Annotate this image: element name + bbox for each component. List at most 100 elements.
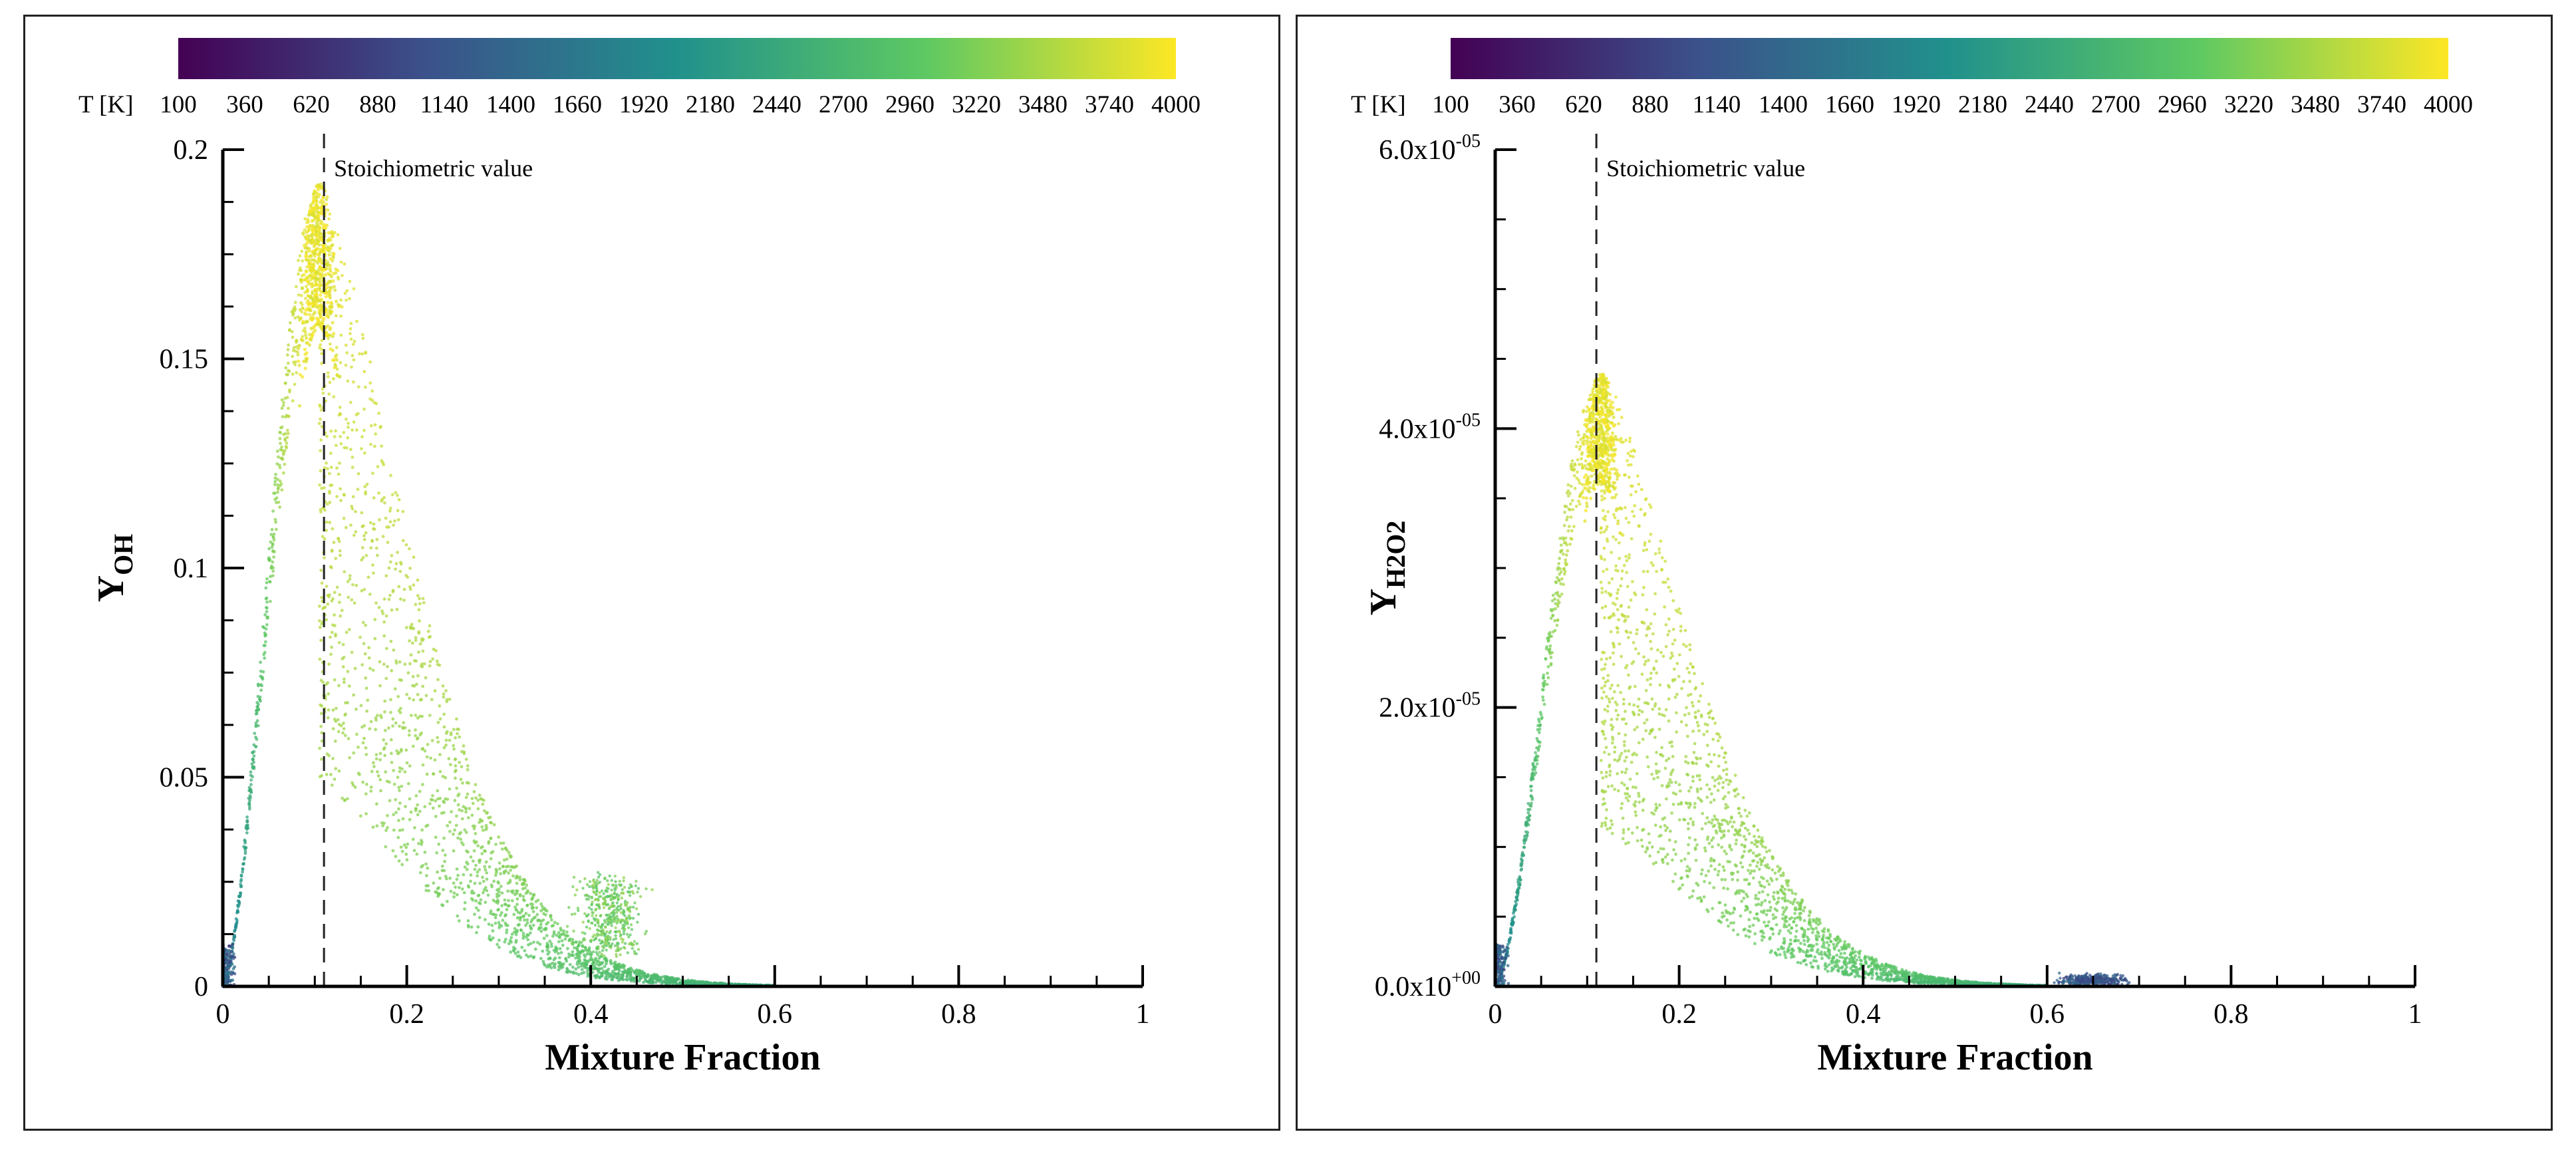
data-point <box>509 855 513 859</box>
data-point <box>305 312 309 317</box>
data-point <box>1647 539 1651 543</box>
data-point <box>352 693 355 697</box>
data-point <box>401 817 405 821</box>
data-point <box>1826 969 1830 973</box>
data-point <box>275 496 279 500</box>
data-point <box>1693 710 1697 714</box>
data-point <box>253 732 257 735</box>
data-point <box>459 837 462 841</box>
data-point <box>389 474 392 478</box>
data-point <box>269 540 273 544</box>
data-point <box>585 883 589 887</box>
data-point <box>281 415 285 418</box>
data-point <box>320 731 324 734</box>
data-point <box>515 929 519 933</box>
colorbar-tick-label: 1920 <box>619 91 668 118</box>
data-point <box>310 223 314 227</box>
data-point <box>1620 781 1624 785</box>
data-point <box>513 893 517 897</box>
data-point <box>452 744 456 748</box>
data-point <box>319 182 323 186</box>
data-point <box>434 890 437 894</box>
data-point <box>492 823 496 827</box>
data-point <box>292 361 295 364</box>
data-point <box>1644 688 1648 692</box>
data-point <box>613 944 617 948</box>
data-point <box>319 408 323 412</box>
data-point <box>1716 777 1720 781</box>
data-point <box>436 736 439 740</box>
data-point <box>1840 956 1844 959</box>
data-point <box>512 865 515 869</box>
data-point <box>600 929 603 933</box>
data-point <box>529 931 532 935</box>
data-point <box>408 639 411 643</box>
data-point <box>549 966 553 970</box>
data-point <box>466 768 470 772</box>
data-point <box>507 899 510 903</box>
data-point <box>615 884 618 887</box>
data-point <box>332 395 336 398</box>
data-point <box>481 875 484 879</box>
data-point <box>478 861 482 864</box>
data-point <box>281 458 285 461</box>
data-point <box>305 285 308 289</box>
data-point <box>531 956 535 960</box>
data-point <box>441 849 445 852</box>
data-point <box>1634 647 1638 650</box>
data-point <box>232 952 235 956</box>
data-point <box>1713 814 1717 818</box>
data-point <box>1671 755 1675 758</box>
data-point <box>448 698 452 701</box>
data-point <box>466 850 470 854</box>
colorbar-tick-label: 2440 <box>2025 91 2074 118</box>
data-point <box>1748 925 1752 929</box>
data-point <box>455 786 458 790</box>
data-point <box>378 758 382 762</box>
data-point <box>1630 831 1634 835</box>
data-point <box>534 900 538 903</box>
data-point <box>610 879 613 882</box>
data-point <box>319 639 323 643</box>
data-point <box>320 362 324 365</box>
data-point <box>611 942 614 946</box>
data-point <box>354 509 357 513</box>
data-point <box>248 793 252 797</box>
data-point <box>323 466 327 470</box>
data-point <box>420 828 424 832</box>
data-point <box>1576 470 1579 474</box>
data-point <box>454 764 458 768</box>
data-point <box>459 881 463 885</box>
data-point <box>1806 927 1810 931</box>
data-point <box>1614 568 1618 572</box>
data-point <box>521 895 525 898</box>
data-point <box>339 614 343 618</box>
data-point <box>369 720 373 724</box>
data-point <box>372 444 376 448</box>
data-point <box>360 525 364 528</box>
data-point <box>1633 804 1637 808</box>
data-point <box>478 881 482 885</box>
data-point <box>411 837 415 841</box>
data-point <box>383 699 386 703</box>
data-point <box>607 921 611 924</box>
data-point <box>506 904 510 908</box>
data-point <box>622 879 625 883</box>
data-point <box>480 852 484 855</box>
data-point <box>1643 543 1647 547</box>
data-point <box>1747 935 1751 938</box>
data-point <box>494 921 498 925</box>
data-point <box>548 939 552 943</box>
data-point <box>628 894 632 897</box>
data-point <box>490 923 494 927</box>
data-point <box>269 533 273 536</box>
data-point <box>603 964 607 968</box>
colorbar-tick-label: 620 <box>293 91 330 118</box>
data-point <box>1664 645 1668 649</box>
data-point <box>247 807 251 811</box>
data-point <box>1646 846 1649 849</box>
data-point <box>275 501 278 504</box>
data-point <box>336 718 340 722</box>
data-point <box>1720 746 1724 750</box>
data-point <box>418 714 422 718</box>
